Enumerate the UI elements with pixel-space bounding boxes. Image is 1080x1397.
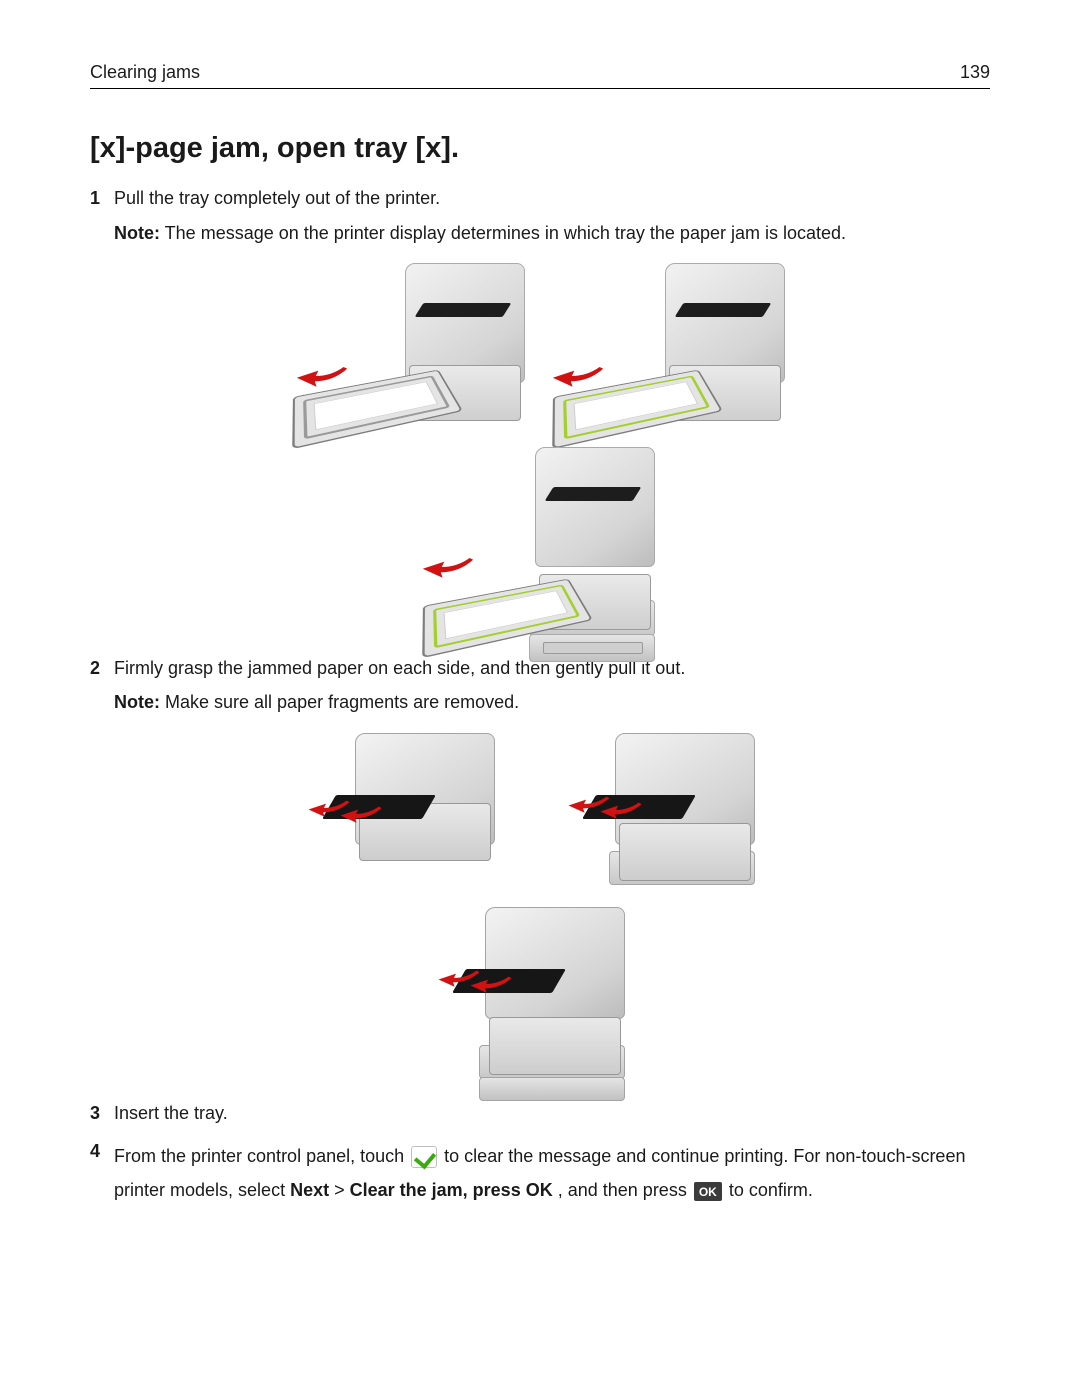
note-text: Make sure all paper fragments are remove… [160, 692, 519, 712]
gt-sep: > [334, 1180, 350, 1200]
step2-illustration-row1 [90, 733, 990, 883]
printer-tray-out-3 [425, 447, 655, 632]
next-label: Next [290, 1180, 329, 1200]
checkmark-icon [411, 1146, 437, 1168]
step-4: 4 From the printer control panel, touch … [90, 1139, 990, 1207]
section-title: Clearing jams [90, 60, 200, 84]
step4-tail: to confirm. [729, 1180, 813, 1200]
printer-tray-out-1 [295, 263, 525, 423]
pull-arrow-icon [421, 556, 475, 578]
step-1: 1 Pull the tray completely out of the pr… [90, 186, 990, 245]
page-number: 139 [960, 60, 990, 84]
step-list: 1 Pull the tray completely out of the pr… [90, 186, 990, 1207]
printer-pull-paper-2 [585, 733, 755, 883]
ok-button-icon: OK [694, 1182, 722, 1201]
step4-mid2: , and then press [558, 1180, 692, 1200]
clear-jam-label: Clear the jam, press OK [350, 1180, 553, 1200]
step4-pre: From the printer control panel, touch [114, 1146, 409, 1166]
step-text: Insert the tray. [114, 1103, 228, 1123]
page-title: [x]‑page jam, open tray [x]. [90, 129, 990, 168]
step-number: 2 [90, 656, 114, 680]
step2-illustration-row2 [90, 907, 990, 1077]
note-text: The message on the printer display deter… [160, 223, 846, 243]
printer-tray-out-2 [555, 263, 785, 423]
step-number: 4 [90, 1139, 114, 1163]
step1-illustration-row2 [90, 447, 990, 632]
note-label: Note: [114, 223, 160, 243]
printer-pull-paper-1 [325, 733, 495, 863]
step1-illustration-row1 [90, 263, 990, 423]
step-3: 3 Insert the tray. [90, 1101, 990, 1125]
step-text: Pull the tray completely out of the prin… [114, 188, 440, 208]
printer-pull-paper-3 [455, 907, 625, 1077]
pull-arrow-icon [551, 365, 605, 387]
step-2: 2 Firmly grasp the jammed paper on each … [90, 656, 990, 715]
note-label: Note: [114, 692, 160, 712]
page-header: Clearing jams 139 [90, 60, 990, 89]
pull-arrow-icon [295, 365, 349, 387]
step-number: 3 [90, 1101, 114, 1125]
step-number: 1 [90, 186, 114, 210]
